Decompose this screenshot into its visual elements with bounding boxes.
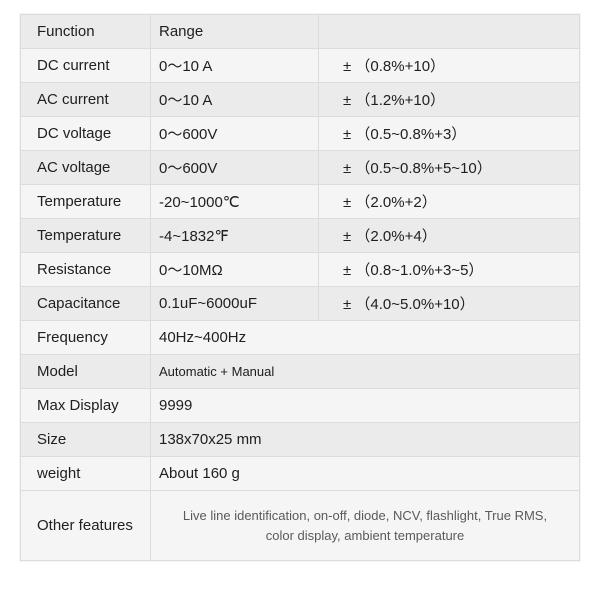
table-row: Capacitance0.1uF~6000uF± （4.0~5.0%+10） [21, 287, 580, 321]
cell-accuracy: ± （2.0%+4） [319, 219, 580, 253]
cell-accuracy: ± （2.0%+2） [319, 185, 580, 219]
cell-function: Max Display [21, 389, 151, 423]
cell-function: Resistance [21, 253, 151, 287]
table-row: DC voltage0～600V± （0.5~0.8%+3） [21, 117, 580, 151]
cell-range: 0～600V [151, 151, 319, 185]
cell-range: Automatic + Manual [151, 355, 580, 389]
table-row: weightAbout 160 g [21, 457, 580, 491]
table-row: Max Display9999 [21, 389, 580, 423]
cell-accuracy: ± （0.8%+10） [319, 49, 580, 83]
cell-range: 0～10MΩ [151, 253, 319, 287]
spec-table-body: FunctionRangeDC current0～10 A± （0.8%+10）… [21, 15, 580, 561]
cell-accuracy: ± （1.2%+10） [319, 83, 580, 117]
table-row: Frequency40Hz~400Hz [21, 321, 580, 355]
cell-function: Temperature [21, 219, 151, 253]
features-label: Other features [21, 491, 151, 561]
cell-accuracy: ± （0.5~0.8%+3） [319, 117, 580, 151]
cell-accuracy: ± （4.0~5.0%+10） [319, 287, 580, 321]
cell-function: Size [21, 423, 151, 457]
table-header-row: FunctionRange [21, 15, 580, 49]
table-row: Size138x70x25 mm [21, 423, 580, 457]
table-row: AC voltage0～600V± （0.5~0.8%+5~10） [21, 151, 580, 185]
col-header-function: Function [21, 15, 151, 49]
table-row: Resistance0～10MΩ± （0.8~1.0%+3~5） [21, 253, 580, 287]
cell-range: About 160 g [151, 457, 580, 491]
cell-function: AC current [21, 83, 151, 117]
cell-range: 9999 [151, 389, 580, 423]
col-header-accuracy [319, 15, 580, 49]
cell-range: 0～10 A [151, 83, 319, 117]
cell-range: 0～10 A [151, 49, 319, 83]
cell-function: Frequency [21, 321, 151, 355]
cell-function: Temperature [21, 185, 151, 219]
cell-range: 0～600V [151, 117, 319, 151]
cell-accuracy: ± （0.8~1.0%+3~5） [319, 253, 580, 287]
cell-range: -4~1832℉ [151, 219, 319, 253]
table-row: Temperature-20~1000℃± （2.0%+2） [21, 185, 580, 219]
table-row: DC current0～10 A± （0.8%+10） [21, 49, 580, 83]
cell-function: AC voltage [21, 151, 151, 185]
cell-function: Model [21, 355, 151, 389]
cell-range: 40Hz~400Hz [151, 321, 580, 355]
cell-function: DC current [21, 49, 151, 83]
cell-function: DC voltage [21, 117, 151, 151]
table-features-row: Other featuresLive line identification, … [21, 491, 580, 561]
table-row: Temperature-4~1832℉± （2.0%+4） [21, 219, 580, 253]
cell-range: 138x70x25 mm [151, 423, 580, 457]
col-header-range: Range [151, 15, 319, 49]
spec-table: FunctionRangeDC current0～10 A± （0.8%+10）… [20, 14, 580, 561]
features-text: Live line identification, on-off, diode,… [151, 491, 580, 561]
cell-function: Capacitance [21, 287, 151, 321]
cell-accuracy: ± （0.5~0.8%+5~10） [319, 151, 580, 185]
table-row: AC current0～10 A± （1.2%+10） [21, 83, 580, 117]
cell-range: -20~1000℃ [151, 185, 319, 219]
table-row: ModelAutomatic + Manual [21, 355, 580, 389]
cell-function: weight [21, 457, 151, 491]
cell-range: 0.1uF~6000uF [151, 287, 319, 321]
